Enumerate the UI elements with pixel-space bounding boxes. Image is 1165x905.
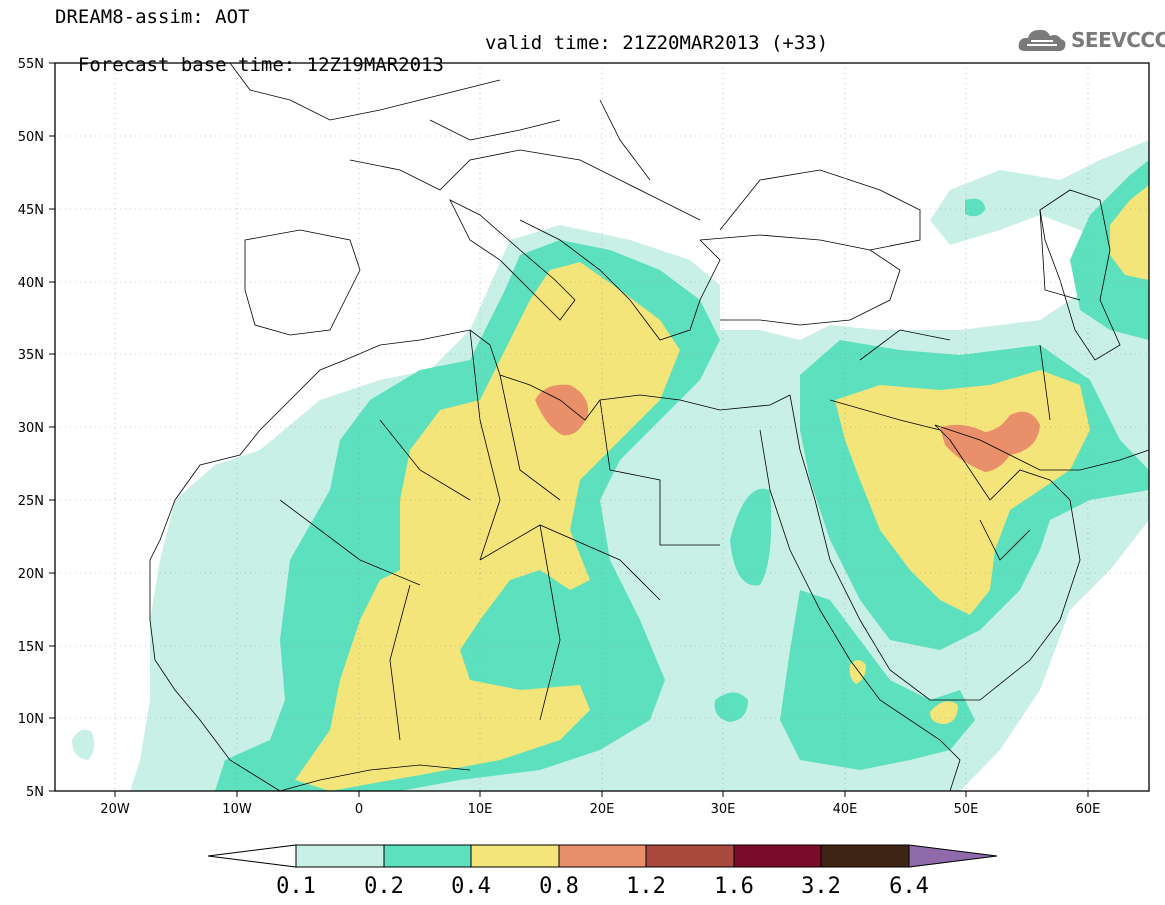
aot-band-0.4-small xyxy=(930,701,958,724)
colorbar-swatch xyxy=(645,844,735,868)
lat-tick-label: 55N xyxy=(18,57,44,72)
border-lines xyxy=(279,329,720,741)
tick-marks xyxy=(49,62,1089,797)
forecast-times: Forecast base time: 12Z19MAR2013 valid t… xyxy=(55,32,828,98)
colorbar-label: 1.2 xyxy=(626,874,666,899)
aot-band-0.2-small xyxy=(714,692,748,722)
coastline-gulf-of-guinea xyxy=(279,764,471,791)
seevccc-logo: SEEVCCC xyxy=(1017,22,1165,58)
colorbar-swatch xyxy=(295,844,385,868)
lat-tick-label: 10N xyxy=(18,712,44,727)
lat-tick-label: 30N xyxy=(18,421,44,436)
lon-tick-label: 10W xyxy=(222,802,252,817)
coastline-iberia xyxy=(244,229,361,336)
colorbar-swatch xyxy=(733,844,822,868)
lat-tick-label: 50N xyxy=(18,130,44,145)
lon-tick-label: 10E xyxy=(468,802,493,817)
aot-band-0.4-small2 xyxy=(849,660,866,684)
colorbar-label: 0.8 xyxy=(539,874,579,899)
coastlines xyxy=(149,63,1149,791)
cloud-icon xyxy=(1018,29,1066,51)
border-lines-middle-east xyxy=(829,209,1081,561)
coastline-africa-east xyxy=(759,429,961,791)
colorbar-label: 0.4 xyxy=(451,874,491,899)
aot-band-0.2-ethiopia xyxy=(780,590,975,770)
colorbar-under-triangle xyxy=(207,844,297,868)
coastline-black-sea xyxy=(719,169,921,251)
colorbar-swatch xyxy=(470,844,560,868)
coastline-africa-west xyxy=(149,359,346,791)
valid-time: valid time: 21Z20MAR2013 (+33) xyxy=(485,32,829,54)
lat-tick-label: 40N xyxy=(18,276,44,291)
aot-band-0.2-redsea xyxy=(730,488,772,586)
coastline-italy xyxy=(449,199,576,321)
colorbar-label: 1.6 xyxy=(714,874,754,899)
colorbar-swatch xyxy=(383,844,472,868)
colorbar-label: 0.1 xyxy=(276,874,316,899)
lon-tick-label: 0 xyxy=(355,802,363,817)
colorbar-label: 0.2 xyxy=(364,874,404,899)
lat-tick-label: 25N xyxy=(18,494,44,509)
aot-field xyxy=(72,140,1149,791)
lon-tick-label: 50E xyxy=(954,802,979,817)
base-time: Forecast base time: 12Z19MAR2013 xyxy=(77,54,444,76)
colorbar-over-triangle xyxy=(908,844,998,868)
lat-tick-label: 45N xyxy=(18,203,44,218)
coastline-turkey xyxy=(699,234,901,326)
colorbar-swatch xyxy=(558,844,647,868)
coastline-redsea-arabia xyxy=(789,394,1081,701)
lat-axis: 5N 10N 15N 20N 25N 30N 35N 40N 45N 50N 5… xyxy=(18,57,44,800)
aot-band-0.4-africa xyxy=(295,262,680,791)
coastline-caspian xyxy=(1039,189,1121,361)
colorbar-label: 6.4 xyxy=(889,874,929,899)
lon-tick-label: 20E xyxy=(590,802,615,817)
coastline-europe-north xyxy=(229,63,501,121)
lon-tick-label: 20W xyxy=(100,802,130,817)
map-title: DREAM8-assim: AOT xyxy=(55,6,250,28)
coastline-mediterranean-south xyxy=(344,329,791,421)
coastline-iran xyxy=(934,424,1149,471)
aot-band-0.4-caspian xyxy=(1110,185,1149,280)
aot-band-0.1-west xyxy=(72,729,95,760)
lat-tick-label: 35N xyxy=(18,348,44,363)
lon-tick-label: 30E xyxy=(711,802,736,817)
coastline-balkans-greece xyxy=(519,219,721,341)
lon-tick-label: 40E xyxy=(833,802,858,817)
lat-tick-label: 20N xyxy=(18,567,44,582)
colorbar-swatch xyxy=(820,844,910,868)
lat-tick-label: 5N xyxy=(26,785,44,800)
aot-band-0.8-libya xyxy=(535,384,589,436)
aot-band-0.2-small2 xyxy=(965,198,985,217)
lon-tick-label: 60E xyxy=(1076,802,1101,817)
border-lines-europe xyxy=(349,99,701,221)
colorbar-label: 3.2 xyxy=(801,874,841,899)
colorbar: 0.1 0.2 0.4 0.8 1.2 1.6 3.2 6.4 xyxy=(207,844,998,899)
lon-axis: 20W 10W 0 10E 20E 30E 40E 50E 60E xyxy=(100,802,1100,817)
logo-text: SEEVCCC xyxy=(1071,28,1165,52)
lat-tick-label: 15N xyxy=(18,640,44,655)
